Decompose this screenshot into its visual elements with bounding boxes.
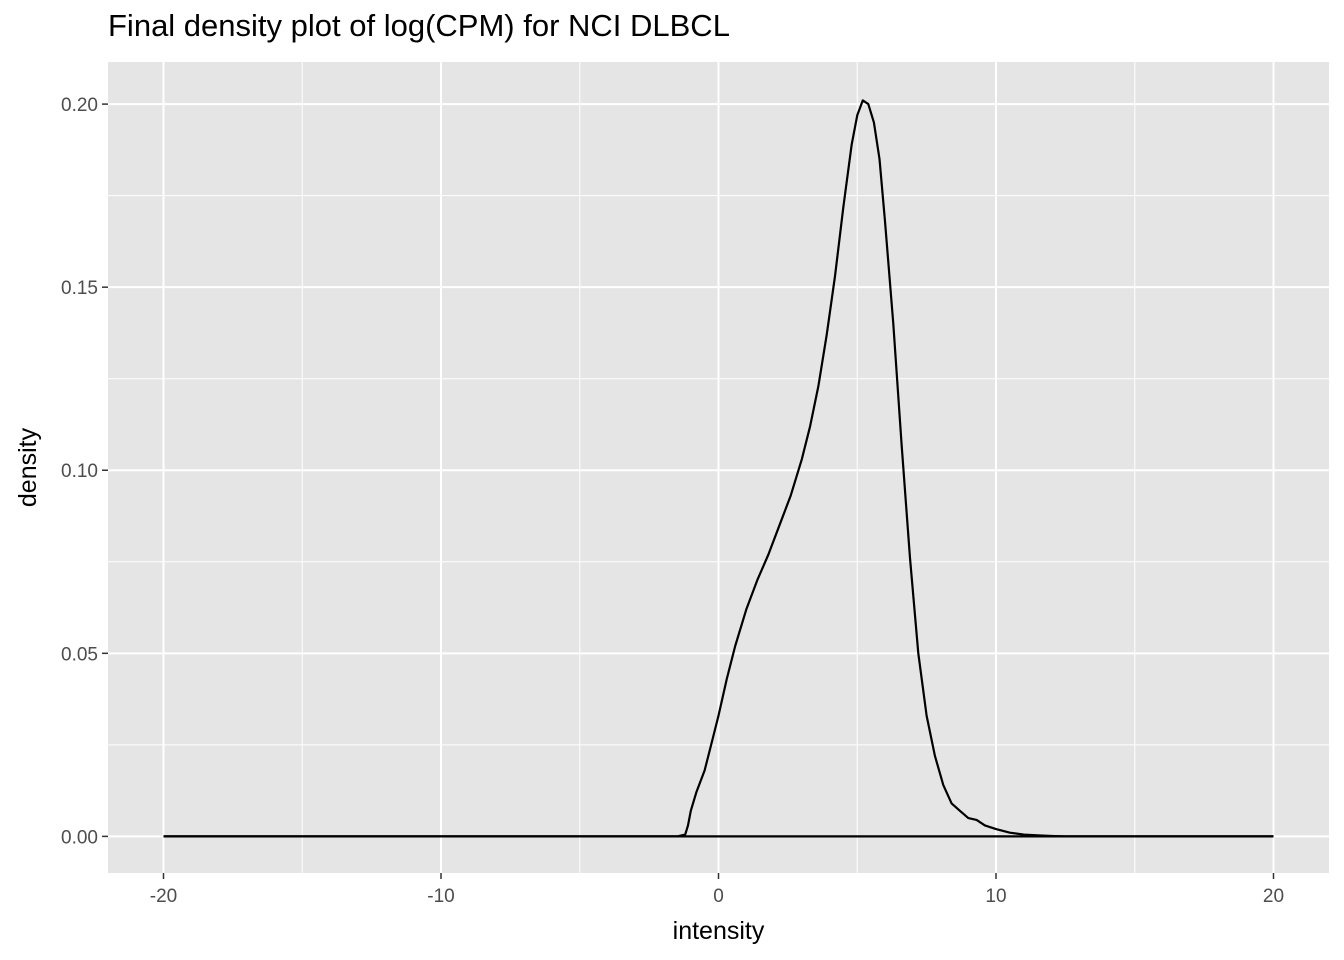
y-tick-label: 0.05 — [61, 644, 98, 665]
x-tick-label: 0 — [713, 886, 724, 907]
density-marks — [163, 99, 1274, 838]
axes: -20 -10 0 10 20 0.00 0.05 0.10 0.15 0.20 — [61, 95, 1284, 907]
density-line-0 — [163, 99, 1274, 838]
x-tick-label: -10 — [427, 886, 454, 907]
y-axis-title: density — [14, 427, 42, 507]
x-tick-label: -20 — [150, 886, 177, 907]
y-tick-label: 0.20 — [61, 95, 98, 116]
chart-title: Final density plot of log(CPM) for NCI D… — [108, 8, 730, 43]
major-grid — [108, 62, 1329, 873]
y-tick-label: 0.00 — [61, 827, 98, 848]
y-tick-label: 0.10 — [61, 461, 98, 482]
x-tick-label: 10 — [985, 886, 1006, 907]
y-tick-label: 0.15 — [61, 278, 98, 299]
x-tick-label: 20 — [1263, 886, 1284, 907]
x-axis-title: intensity — [673, 917, 765, 945]
